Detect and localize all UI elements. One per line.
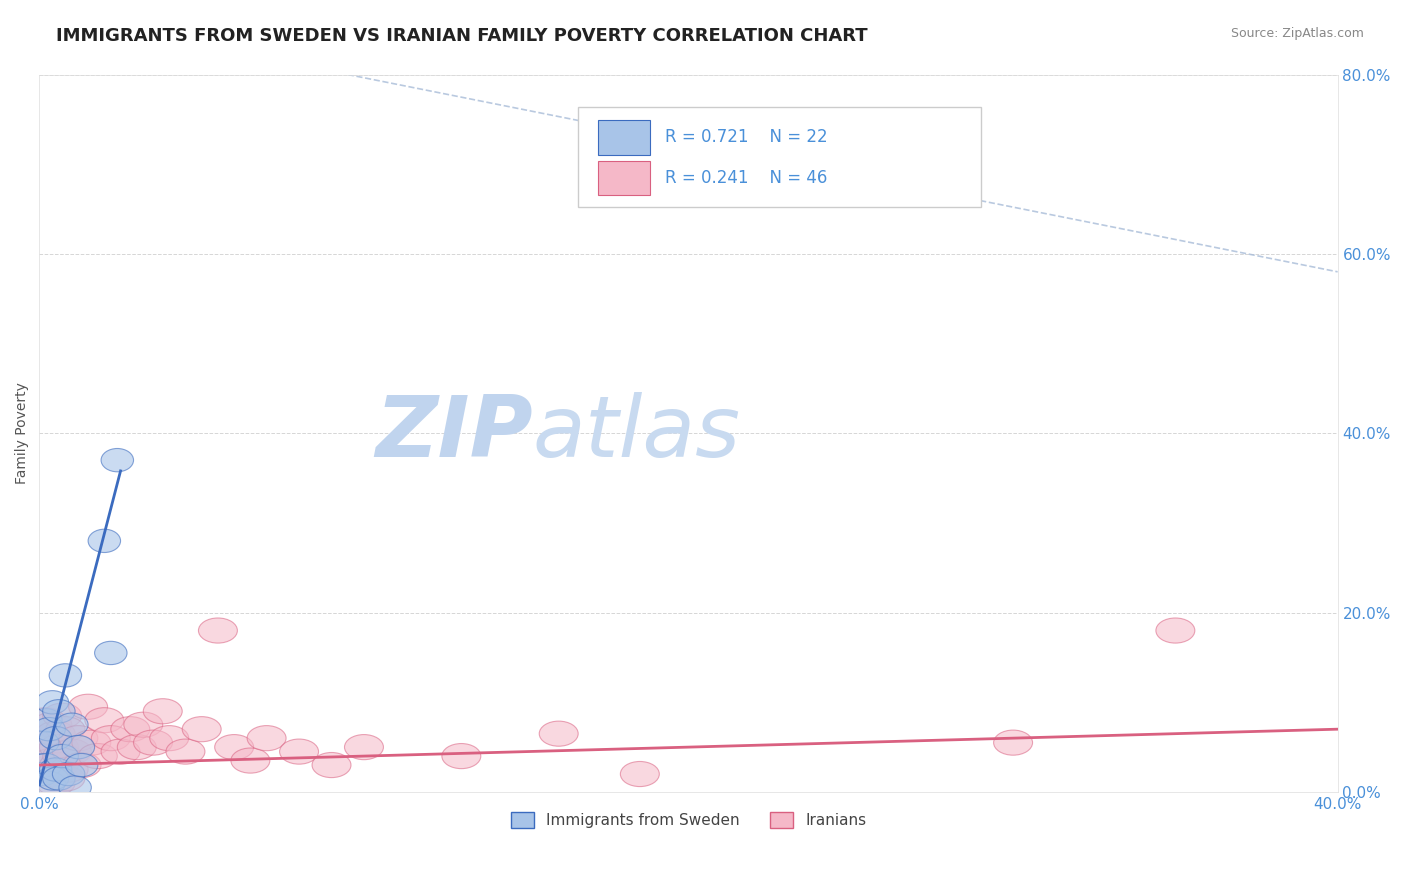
Ellipse shape bbox=[39, 753, 79, 778]
Ellipse shape bbox=[32, 772, 66, 795]
Ellipse shape bbox=[91, 725, 131, 751]
Ellipse shape bbox=[143, 698, 183, 723]
Ellipse shape bbox=[441, 744, 481, 769]
Ellipse shape bbox=[46, 745, 79, 768]
Ellipse shape bbox=[620, 762, 659, 787]
Ellipse shape bbox=[30, 730, 69, 756]
Ellipse shape bbox=[79, 744, 117, 769]
Ellipse shape bbox=[280, 739, 319, 764]
Y-axis label: Family Poverty: Family Poverty bbox=[15, 383, 30, 484]
Ellipse shape bbox=[46, 716, 84, 742]
Ellipse shape bbox=[94, 641, 127, 665]
Ellipse shape bbox=[22, 725, 62, 751]
Ellipse shape bbox=[111, 716, 150, 742]
Ellipse shape bbox=[72, 730, 111, 756]
Text: atlas: atlas bbox=[533, 392, 741, 475]
Text: IMMIGRANTS FROM SWEDEN VS IRANIAN FAMILY POVERTY CORRELATION CHART: IMMIGRANTS FROM SWEDEN VS IRANIAN FAMILY… bbox=[56, 27, 868, 45]
Ellipse shape bbox=[49, 664, 82, 687]
Ellipse shape bbox=[42, 703, 82, 728]
Ellipse shape bbox=[994, 730, 1032, 756]
Ellipse shape bbox=[540, 721, 578, 747]
Ellipse shape bbox=[30, 708, 62, 731]
FancyBboxPatch shape bbox=[598, 120, 650, 155]
Ellipse shape bbox=[62, 736, 94, 759]
Ellipse shape bbox=[101, 739, 141, 764]
Ellipse shape bbox=[62, 753, 101, 778]
Ellipse shape bbox=[84, 707, 124, 732]
Ellipse shape bbox=[101, 449, 134, 472]
Ellipse shape bbox=[247, 725, 285, 751]
Ellipse shape bbox=[37, 767, 69, 790]
FancyBboxPatch shape bbox=[578, 107, 980, 207]
Ellipse shape bbox=[49, 757, 89, 782]
Ellipse shape bbox=[32, 717, 66, 741]
Ellipse shape bbox=[215, 735, 253, 760]
Ellipse shape bbox=[27, 744, 66, 769]
Ellipse shape bbox=[66, 754, 98, 777]
Ellipse shape bbox=[124, 712, 163, 738]
Ellipse shape bbox=[69, 694, 108, 719]
Ellipse shape bbox=[42, 699, 75, 723]
Ellipse shape bbox=[183, 716, 221, 742]
Text: R = 0.721    N = 22: R = 0.721 N = 22 bbox=[665, 128, 828, 146]
Ellipse shape bbox=[39, 735, 79, 760]
Text: Source: ZipAtlas.com: Source: ZipAtlas.com bbox=[1230, 27, 1364, 40]
Ellipse shape bbox=[37, 690, 69, 714]
Ellipse shape bbox=[166, 739, 205, 764]
Ellipse shape bbox=[46, 766, 84, 791]
Ellipse shape bbox=[89, 529, 121, 552]
Ellipse shape bbox=[52, 763, 84, 786]
Ellipse shape bbox=[59, 776, 91, 799]
Ellipse shape bbox=[37, 771, 75, 796]
Ellipse shape bbox=[27, 731, 59, 755]
Ellipse shape bbox=[39, 726, 72, 750]
Ellipse shape bbox=[56, 713, 89, 737]
Ellipse shape bbox=[1156, 618, 1195, 643]
Ellipse shape bbox=[30, 762, 69, 787]
Ellipse shape bbox=[134, 730, 173, 756]
Text: R = 0.241    N = 46: R = 0.241 N = 46 bbox=[665, 169, 828, 186]
Ellipse shape bbox=[150, 725, 188, 751]
Ellipse shape bbox=[30, 754, 62, 777]
Ellipse shape bbox=[198, 618, 238, 643]
Ellipse shape bbox=[42, 767, 75, 790]
Ellipse shape bbox=[39, 758, 72, 781]
Ellipse shape bbox=[52, 739, 91, 764]
Ellipse shape bbox=[32, 748, 72, 773]
Ellipse shape bbox=[231, 748, 270, 773]
Ellipse shape bbox=[344, 735, 384, 760]
Legend: Immigrants from Sweden, Iranians: Immigrants from Sweden, Iranians bbox=[505, 806, 873, 835]
Ellipse shape bbox=[59, 725, 98, 751]
FancyBboxPatch shape bbox=[598, 161, 650, 195]
Ellipse shape bbox=[117, 735, 156, 760]
Ellipse shape bbox=[37, 721, 75, 747]
Ellipse shape bbox=[27, 763, 59, 786]
Ellipse shape bbox=[22, 757, 62, 782]
Ellipse shape bbox=[42, 744, 82, 769]
Ellipse shape bbox=[27, 707, 66, 732]
Ellipse shape bbox=[32, 712, 72, 738]
Ellipse shape bbox=[312, 753, 352, 778]
Text: ZIP: ZIP bbox=[375, 392, 533, 475]
